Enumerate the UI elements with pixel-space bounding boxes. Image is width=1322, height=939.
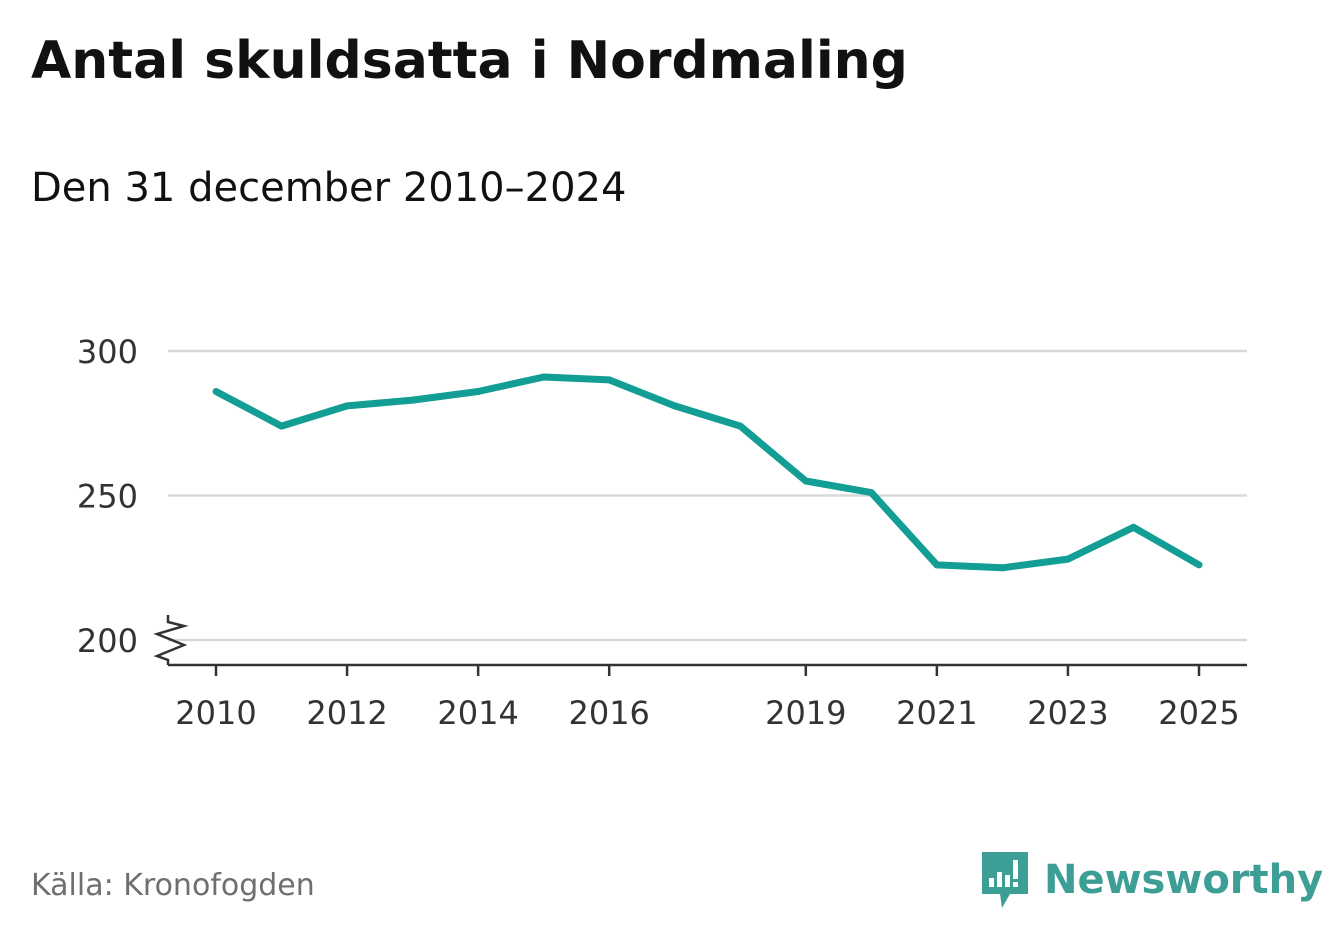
x-tick-label-2025: 2025: [1158, 694, 1239, 732]
data-point-2023: [1064, 555, 1072, 563]
y-axis-break-icon: [153, 615, 189, 665]
data-point-2010: [212, 387, 220, 395]
source-note: Källa: Kronofogden: [31, 868, 315, 903]
data-point-2014: [474, 387, 482, 395]
data-point-2012: [343, 402, 351, 410]
data-point-2022: [998, 564, 1006, 572]
y-axis-ticks: 200 250 300: [77, 333, 138, 660]
data-point-2017: [671, 402, 679, 410]
data-point-2021: [933, 561, 941, 569]
x-tick-label-2012: 2012: [306, 694, 387, 732]
y-tick-label-300: 300: [77, 333, 138, 371]
x-tick-label-2023: 2023: [1027, 694, 1108, 732]
y-tick-label-200: 200: [77, 622, 138, 660]
data-point-2015: [540, 373, 548, 381]
data-point-2016: [605, 376, 613, 384]
data-point-2024: [1129, 523, 1137, 531]
data-point-2018: [736, 422, 744, 430]
chart-title: Antal skuldsatta i Nordmaling: [31, 31, 908, 91]
series-group: [212, 373, 1203, 572]
x-tick-label-2010: 2010: [175, 694, 256, 732]
x-tick-label-2019: 2019: [765, 694, 846, 732]
chart-subtitle: Den 31 december 2010–2024: [31, 165, 627, 211]
gridlines: [168, 349, 1247, 642]
newsworthy-logo-icon: [982, 852, 1028, 908]
x-tick-label-2014: 2014: [437, 694, 518, 732]
brand-name: Newsworthy: [1044, 857, 1322, 903]
data-point-2011: [278, 422, 286, 430]
x-axis-ticks: 2010 2012 2014 2016 2019 2021 2023 2025: [175, 665, 1240, 732]
data-point-2025: [1195, 561, 1203, 569]
brand-logo: Newsworthy: [980, 850, 1322, 910]
data-point-2019: [802, 477, 810, 485]
series-line-0: [214, 373, 1201, 572]
x-tick-label-2021: 2021: [896, 694, 977, 732]
y-tick-label-250: 250: [77, 478, 138, 516]
data-point-2020: [867, 489, 875, 497]
data-point-2013: [409, 396, 417, 404]
x-tick-label-2016: 2016: [568, 694, 649, 732]
